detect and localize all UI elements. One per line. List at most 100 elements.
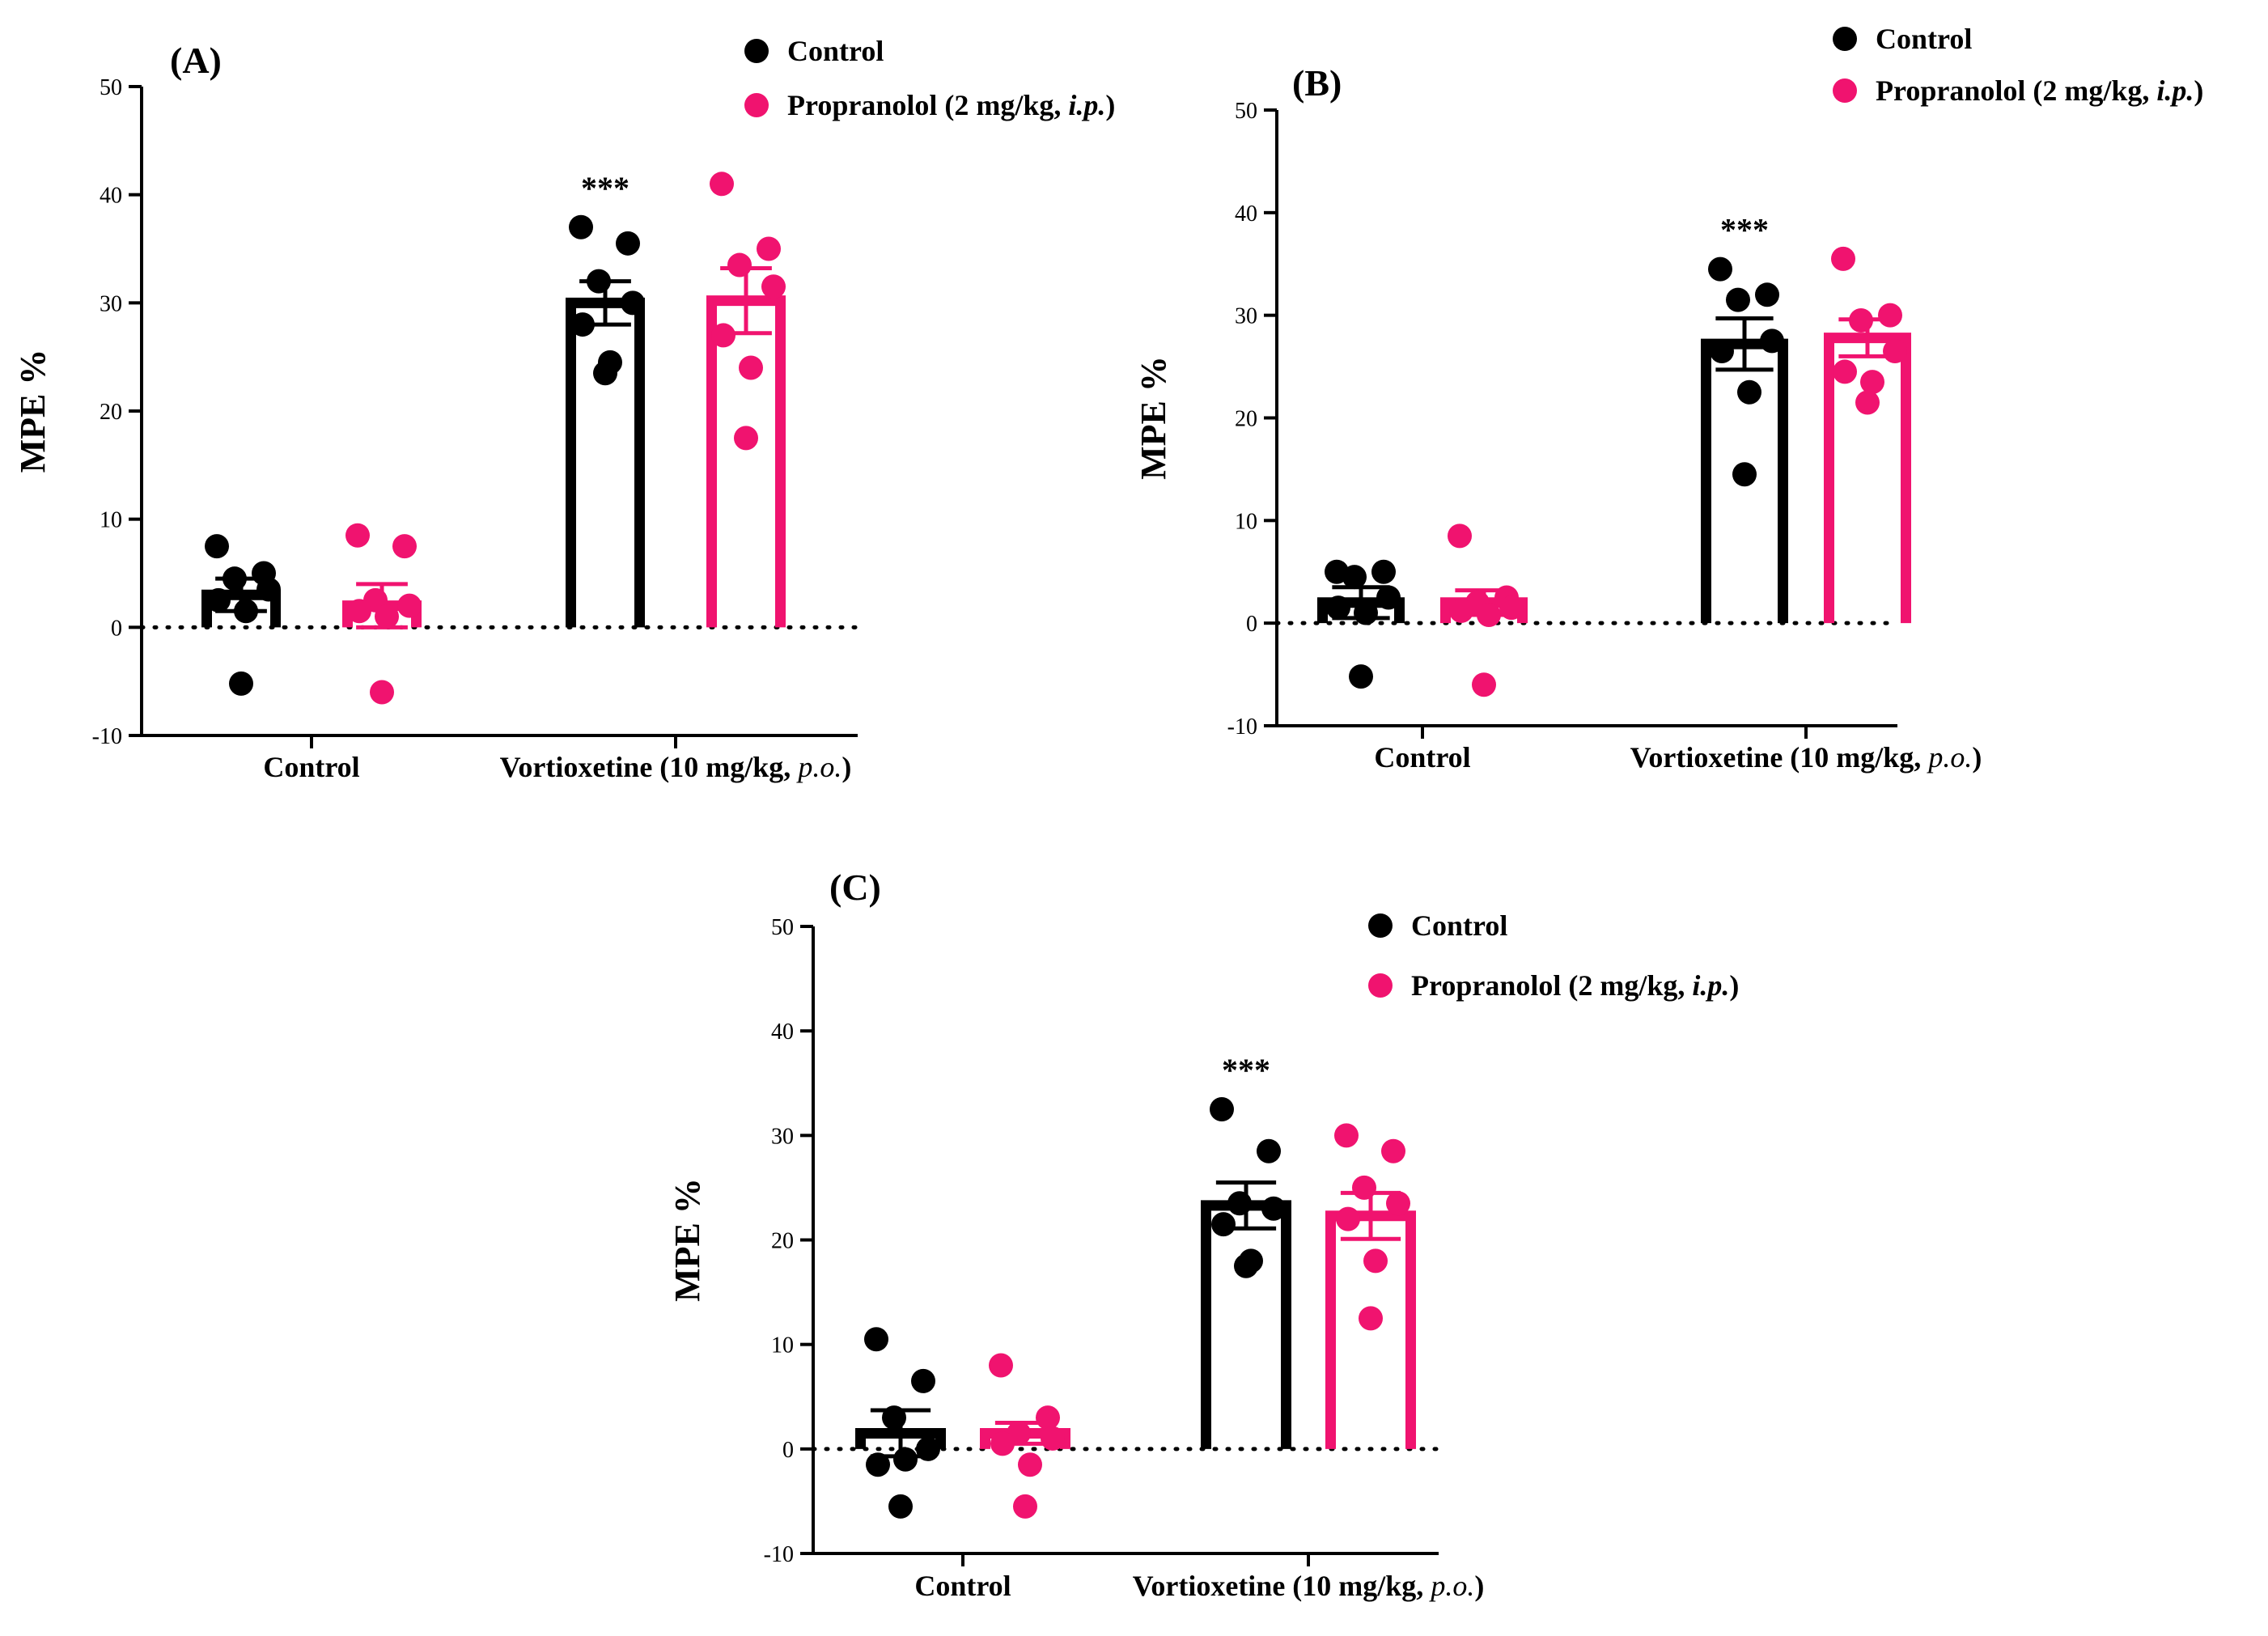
data-point-propranolol xyxy=(1363,1248,1388,1274)
legend-marker-propranolol xyxy=(744,93,769,117)
significance-stars: *** xyxy=(581,170,630,206)
y-tick-label: -10 xyxy=(764,1542,794,1567)
bar-control xyxy=(1201,1200,1291,1449)
y-axis-label: MPE % xyxy=(668,1178,707,1302)
x-category-suffix: ) xyxy=(841,751,851,783)
legend-label-propranolol: Propranolol (2 mg/kg, i.p.) xyxy=(1876,74,2203,107)
data-point-control xyxy=(593,361,617,386)
y-tick-label: -10 xyxy=(1227,714,1257,740)
data-point-control xyxy=(1342,565,1367,590)
data-point-control xyxy=(1349,664,1373,689)
data-point-control xyxy=(1257,1138,1281,1163)
data-point-propranolol xyxy=(1449,598,1473,623)
data-point-control xyxy=(621,290,645,316)
legend-suffix: ) xyxy=(2194,74,2203,107)
data-point-control xyxy=(864,1327,888,1352)
legend-text: Propranolol (2 mg/kg, xyxy=(1876,74,2156,107)
data-point-propranolol xyxy=(710,172,734,197)
y-tick-label: 50 xyxy=(1235,99,1257,124)
y-tick-label: 50 xyxy=(100,75,122,100)
x-category-suffix: ) xyxy=(1474,1570,1484,1602)
x-category-text: Control xyxy=(263,751,359,783)
legend-text: Propranolol (2 mg/kg, xyxy=(787,89,1068,121)
data-point-propranolol xyxy=(1352,1175,1376,1200)
x-category-label: Control xyxy=(263,751,359,783)
data-point-control xyxy=(1737,379,1761,405)
x-category-label: Control xyxy=(914,1570,1011,1602)
data-point-control xyxy=(616,231,640,256)
x-category-label: Control xyxy=(1374,741,1470,773)
data-point-propranolol xyxy=(1018,1452,1042,1477)
significance-stars: *** xyxy=(1222,1052,1270,1088)
panel-label: (C) xyxy=(829,867,881,908)
data-point-control xyxy=(569,214,593,239)
data-point-propranolol xyxy=(1359,1306,1383,1331)
legend-italic: i.p. xyxy=(1692,969,1729,1002)
data-point-propranolol xyxy=(989,1353,1013,1378)
data-point-propranolol xyxy=(1849,308,1873,333)
panel-a: (A) -10 0 10 20 30 40 50 MPE % Control Vortioxetin… xyxy=(13,35,1115,783)
data-point-control xyxy=(229,671,253,696)
x-category-italic: p.o. xyxy=(1428,1570,1474,1602)
y-tick-label: 20 xyxy=(771,1229,794,1254)
data-point-propranolol xyxy=(990,1431,1015,1456)
data-point-control xyxy=(1211,1212,1236,1237)
y-tick-label: 40 xyxy=(771,1019,794,1045)
y-tick-label: 30 xyxy=(771,1124,794,1149)
x-category-label: Vortioxetine (10 mg/kg, p.o.) xyxy=(500,751,852,783)
y-tick-label: -10 xyxy=(92,724,122,749)
data-point-propranolol xyxy=(347,599,371,624)
data-point-propranolol xyxy=(1386,1191,1410,1216)
panel-label: (A) xyxy=(170,40,222,81)
data-point-propranolol xyxy=(1831,246,1855,271)
data-point-propranolol xyxy=(1013,1494,1037,1519)
data-point-control xyxy=(256,577,281,602)
x-category-italic: p.o. xyxy=(1926,741,1972,773)
data-point-control xyxy=(1726,287,1750,312)
data-point-propranolol xyxy=(1883,339,1907,364)
y-axis-label: MPE % xyxy=(13,350,53,473)
legend-marker-control xyxy=(744,39,769,63)
data-point-control xyxy=(911,1368,935,1393)
data-point-propranolol xyxy=(1855,390,1880,415)
legend-marker-propranolol xyxy=(1368,973,1393,998)
y-tick-label: 0 xyxy=(1246,612,1257,637)
legend-italic: i.p. xyxy=(1068,89,1105,121)
data-point-control xyxy=(1261,1196,1286,1221)
data-point-control xyxy=(206,587,231,612)
data-point-propranolol xyxy=(1036,1405,1060,1430)
data-point-propranolol xyxy=(1472,672,1496,697)
data-point-propranolol xyxy=(711,323,736,348)
data-point-control xyxy=(1755,282,1779,307)
legend-marker-propranolol xyxy=(1833,78,1857,103)
x-category-text: Vortioxetine (10 mg/kg, xyxy=(1630,741,1929,773)
data-point-propranolol xyxy=(739,355,763,380)
data-point-control xyxy=(1326,595,1350,621)
data-point-propranolol xyxy=(761,274,786,299)
data-point-propranolol xyxy=(397,593,422,618)
data-point-control xyxy=(1371,559,1396,584)
data-point-control xyxy=(916,1436,940,1461)
y-tick-label: 10 xyxy=(100,508,122,533)
data-point-propranolol xyxy=(375,604,399,629)
y-tick-label: 50 xyxy=(771,915,794,940)
y-tick-label: 0 xyxy=(782,1438,794,1463)
data-point-control xyxy=(888,1494,913,1519)
data-point-control xyxy=(1708,256,1732,282)
data-point-propranolol xyxy=(1878,303,1902,328)
legend-label-control: Control xyxy=(1411,909,1507,942)
data-point-control xyxy=(1376,585,1401,610)
data-point-propranolol xyxy=(1381,1138,1405,1163)
y-tick-label: 30 xyxy=(100,291,122,316)
legend-label-propranolol: Propranolol (2 mg/kg, i.p.) xyxy=(787,89,1115,121)
y-tick-label: 10 xyxy=(771,1333,794,1358)
data-point-propranolol xyxy=(1499,595,1524,621)
x-category-text: Control xyxy=(914,1570,1011,1602)
data-point-propranolol xyxy=(1041,1426,1065,1451)
x-category-italic: p.o. xyxy=(795,751,841,783)
legend-label-control: Control xyxy=(1876,23,1972,55)
data-point-control xyxy=(1732,462,1757,487)
legend-suffix: ) xyxy=(1729,969,1739,1002)
x-category-suffix: ) xyxy=(1972,741,1982,773)
